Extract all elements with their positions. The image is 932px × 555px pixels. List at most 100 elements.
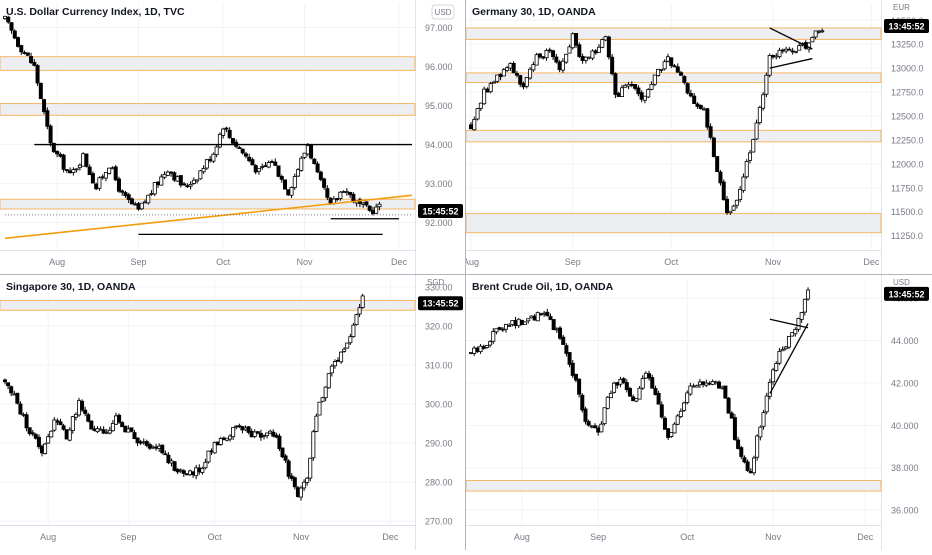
candle-body xyxy=(144,441,149,446)
x-tick-label: Sep xyxy=(590,532,606,542)
candle-body xyxy=(107,429,112,434)
candle-body xyxy=(705,108,710,128)
support-resistance-zone xyxy=(0,103,416,116)
candle-body xyxy=(97,177,102,189)
candle-body xyxy=(204,159,209,169)
candle-body xyxy=(147,444,152,449)
candle-body xyxy=(758,426,763,438)
candle-body xyxy=(646,89,651,98)
candle-body xyxy=(469,124,474,130)
y-tick-label: 11500.0 xyxy=(891,207,923,217)
candle-body xyxy=(298,487,303,498)
candle-body xyxy=(647,373,652,379)
candle-body xyxy=(659,69,664,71)
candle-body xyxy=(649,84,654,90)
candle-body xyxy=(120,190,125,193)
candle-body xyxy=(143,201,148,204)
candle-body xyxy=(302,481,307,489)
candle-body xyxy=(308,457,313,479)
candle-body xyxy=(3,379,8,383)
candle-body xyxy=(793,329,798,335)
candle-body xyxy=(181,470,186,474)
candle-body xyxy=(583,56,588,61)
candle-body xyxy=(126,194,131,200)
price-label-box xyxy=(418,296,463,311)
candle-body xyxy=(309,144,314,159)
candle-body xyxy=(133,203,138,206)
candle-body xyxy=(335,198,340,200)
candle-body xyxy=(580,394,585,411)
x-tick-label: Dec xyxy=(382,532,399,542)
y-tick-label: 300.00 xyxy=(425,399,453,409)
candle-body xyxy=(6,16,11,23)
candle-body xyxy=(720,386,725,389)
candle-body xyxy=(777,49,782,57)
y-tick-label: 13000.0 xyxy=(891,64,924,74)
candle-body xyxy=(237,147,242,149)
candle-body xyxy=(6,382,11,387)
candle-body xyxy=(510,320,515,325)
candle-body xyxy=(554,328,559,331)
candle-body xyxy=(662,417,667,430)
candle-body xyxy=(729,412,734,419)
candle-body xyxy=(289,187,294,196)
candle-body xyxy=(341,191,346,193)
x-tick-label: Aug xyxy=(514,532,530,542)
candle-body xyxy=(615,382,620,386)
candle-body xyxy=(542,312,547,315)
candle-body xyxy=(574,33,579,46)
candle-body xyxy=(152,182,157,195)
y-tick-label: 95.000 xyxy=(425,101,453,111)
candle-body xyxy=(503,323,508,330)
x-tick-label: Sep xyxy=(130,257,146,267)
candle-body xyxy=(191,179,196,184)
support-resistance-zone xyxy=(465,27,882,40)
candle-body xyxy=(624,382,629,391)
candle-body xyxy=(230,138,235,144)
x-tick-label: Aug xyxy=(40,532,56,542)
y-tick-label: 96.000 xyxy=(425,62,453,72)
candle-body xyxy=(475,347,480,352)
candle-body xyxy=(640,378,645,389)
candle-body xyxy=(198,170,203,180)
candle-body xyxy=(577,378,582,395)
currency-badge[interactable] xyxy=(431,4,455,20)
candle-body xyxy=(656,392,661,405)
candle-body xyxy=(602,407,607,425)
candle-body xyxy=(276,165,281,177)
price-label: 13:45:52 xyxy=(888,289,924,299)
candle-body xyxy=(739,447,744,457)
candle-body xyxy=(33,434,38,439)
candle-body xyxy=(764,395,769,413)
candle-body xyxy=(613,73,618,95)
candle-body xyxy=(715,156,720,173)
candle-body xyxy=(754,122,759,140)
candle-body xyxy=(793,50,798,53)
candle-body xyxy=(688,92,693,97)
candle-body xyxy=(551,50,556,58)
candle-body xyxy=(612,382,617,393)
candle-body xyxy=(86,414,91,422)
candle-body xyxy=(634,398,639,402)
candle-body xyxy=(567,46,572,54)
candle-body xyxy=(685,392,690,403)
chart-title: Singapore 30, 1D, OANDA xyxy=(6,281,136,293)
price-label-box xyxy=(884,19,929,34)
candle-body xyxy=(626,83,631,87)
candle-body xyxy=(24,414,29,429)
candle-body xyxy=(508,63,513,69)
candle-body xyxy=(710,381,715,385)
candle-body xyxy=(478,345,483,353)
candle-body xyxy=(135,437,140,444)
x-tick-label: Nov xyxy=(297,257,314,267)
candle-body xyxy=(786,336,791,348)
candle-body xyxy=(58,153,63,157)
candle-body xyxy=(511,63,516,74)
candle-body xyxy=(717,381,722,389)
candle-body xyxy=(560,60,565,71)
candle-body xyxy=(84,153,89,167)
candle-body xyxy=(348,336,353,344)
candle-body xyxy=(360,295,365,308)
candle-body xyxy=(81,153,86,167)
